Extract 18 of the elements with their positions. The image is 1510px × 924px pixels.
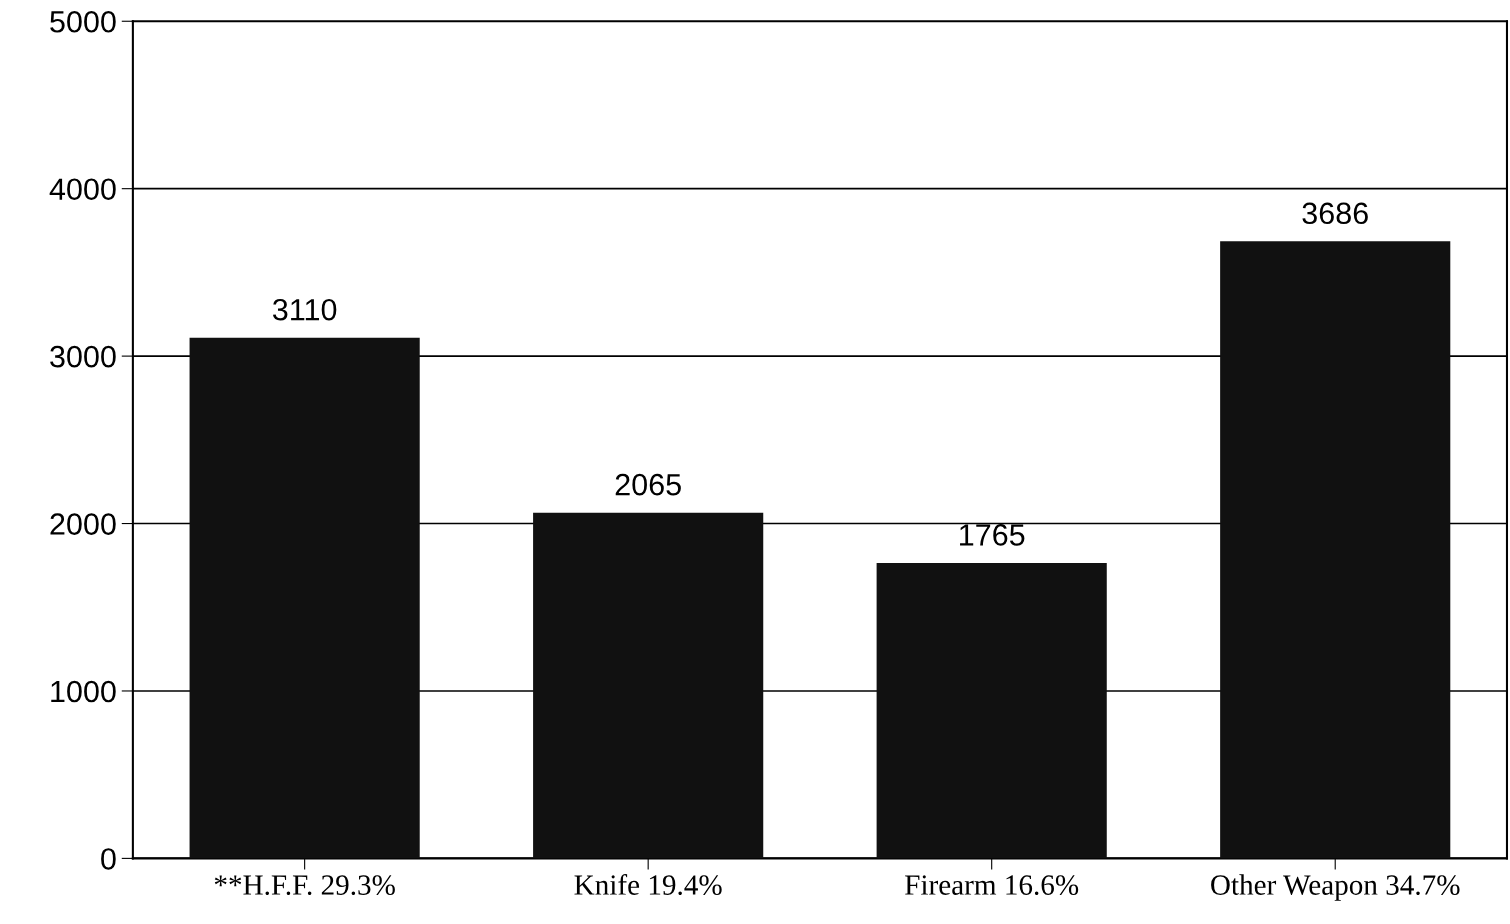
x-tick-label: **H.F.F. 29.3% — [214, 875, 395, 896]
bar — [189, 337, 420, 859]
y-tick-label: 2000 — [50, 513, 116, 535]
x-tick-label: Firearm 16.6% — [905, 875, 1079, 896]
data-label: 3110 — [272, 298, 337, 321]
y-tick-label: 1000 — [51, 680, 116, 703]
y-tick-label: 3000 — [50, 345, 116, 368]
x-tick-label: Knife 19.4% — [574, 874, 722, 896]
y-tick-label: 0 — [101, 848, 116, 870]
data-label: 1765 — [960, 524, 1025, 546]
bar — [1220, 241, 1451, 859]
data-label: 2065 — [615, 473, 681, 496]
data-label: 3686 — [1302, 202, 1368, 225]
y-tick-label: 5000 — [50, 10, 116, 33]
y-tick-label: 4000 — [49, 178, 116, 201]
bar — [876, 562, 1107, 859]
bar — [533, 512, 764, 859]
x-tick-label: Other Weapon 34.7% — [1211, 874, 1460, 901]
